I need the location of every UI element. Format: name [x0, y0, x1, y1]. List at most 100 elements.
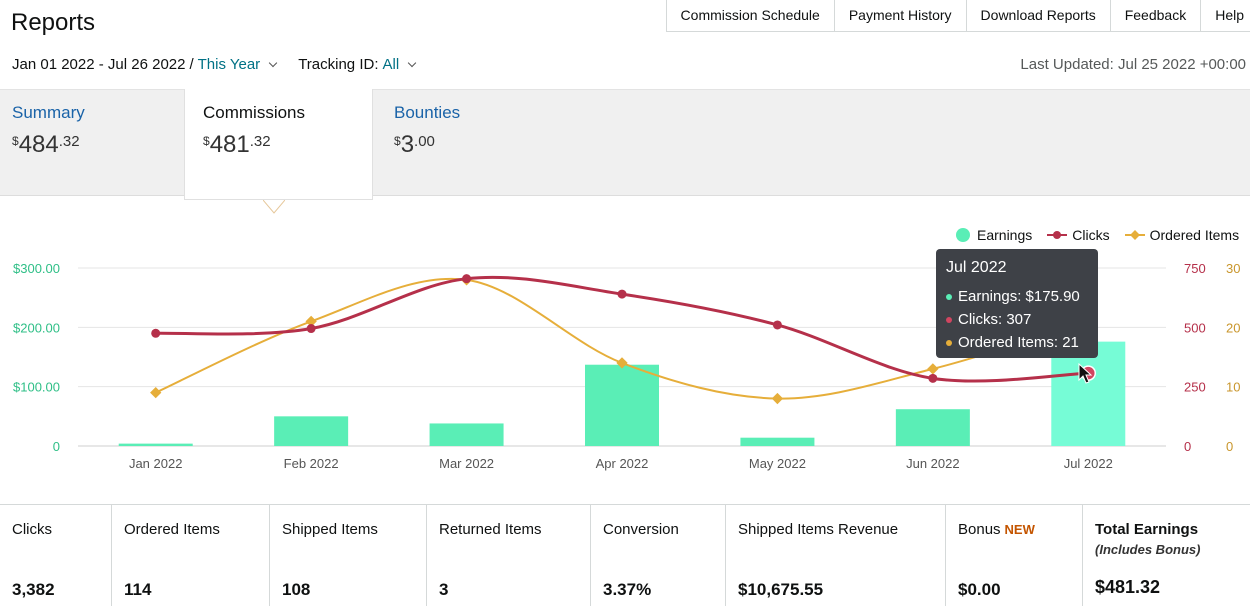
- clicks-point: [772, 320, 782, 330]
- ordered-items-point: [616, 357, 628, 369]
- stat-label: Bonus NEW: [958, 521, 1070, 538]
- x-axis-label: Jan 2022: [129, 456, 183, 471]
- nav-commission-schedule[interactable]: Commission Schedule: [667, 0, 835, 31]
- x-axis-label: Jun 2022: [906, 456, 960, 471]
- earnings-bar: [895, 409, 970, 446]
- stat-value: 3,382: [12, 580, 55, 599]
- x-axis-label: Mar 2022: [439, 456, 494, 471]
- stat-returned-items: Returned Items 3: [427, 505, 591, 606]
- stat-label: Returned Items: [439, 521, 542, 538]
- page-title: Reports: [11, 9, 96, 36]
- date-separator: /: [189, 56, 194, 73]
- right2-axis-tick: 20: [1226, 320, 1240, 335]
- tab-summary[interactable]: Summary $484.32: [0, 89, 184, 200]
- stat-value: 3.37%: [603, 580, 652, 599]
- period-dropdown[interactable]: This Year: [197, 56, 261, 73]
- x-axis-label: May 2022: [749, 456, 806, 471]
- right2-axis-tick: 30: [1226, 261, 1240, 276]
- right2-axis-tick: 10: [1226, 380, 1240, 395]
- tab-label[interactable]: Summary: [12, 103, 85, 122]
- tooltip-row-ordered: Ordered Items: 21: [946, 331, 1088, 354]
- top-nav: Commission Schedule Payment History Down…: [665, 0, 1250, 32]
- tab-label[interactable]: Bounties: [394, 103, 461, 122]
- tracking-dropdown[interactable]: All: [382, 56, 400, 73]
- stat-clicks: Clicks 3,382: [0, 505, 112, 606]
- ordered-line-icon: [1124, 230, 1145, 240]
- amount-whole: 481: [209, 131, 250, 158]
- ordered-items-point: [927, 363, 939, 375]
- legend-label: Clicks: [1072, 227, 1110, 243]
- currency-symbol: $: [394, 134, 401, 148]
- x-axis-label: Jul 2022: [1064, 456, 1113, 471]
- tooltip-clicks: Clicks: 307: [958, 311, 1032, 328]
- earnings-bar: [118, 443, 193, 446]
- left-axis-tick: $200.00: [13, 320, 60, 335]
- earnings-bar: [585, 364, 659, 446]
- stat-label: Ordered Items: [124, 521, 220, 538]
- nav-feedback[interactable]: Feedback: [1111, 0, 1202, 31]
- tab-label[interactable]: Commissions: [203, 103, 306, 122]
- tab-value: $481.32: [203, 131, 360, 159]
- right2-axis-tick: 0: [1226, 439, 1233, 454]
- clicks-point: [617, 289, 627, 299]
- clicks-point: [306, 324, 316, 334]
- stat-ordered-items: Ordered Items 114: [112, 505, 270, 606]
- stat-total-earnings: Total Earnings (Includes Bonus) $481.32: [1083, 505, 1250, 606]
- legend-clicks[interactable]: Clicks: [1047, 227, 1110, 243]
- right-axis-tick: 0: [1184, 439, 1191, 454]
- tooltip-earnings: Earnings: $175.90: [958, 288, 1080, 305]
- chart-legend: Earnings Clicks Ordered Items: [955, 227, 1239, 243]
- chevron-down-icon[interactable]: [268, 58, 278, 67]
- left-axis-tick: $100.00: [13, 380, 60, 395]
- filter-row: Jan 01 2022 - Jul 26 2022 / This Year Tr…: [12, 56, 427, 73]
- tab-value: $3.00: [394, 131, 550, 159]
- left-axis-tick: 0: [53, 439, 60, 454]
- stat-label-text: Bonus: [958, 521, 1001, 538]
- legend-ordered-items[interactable]: Ordered Items: [1124, 227, 1240, 243]
- right-axis-tick: 750: [1184, 261, 1206, 276]
- stat-value: $0.00: [958, 580, 1001, 599]
- earnings-bar: [740, 437, 815, 446]
- stat-label: Shipped Items Revenue: [738, 521, 899, 538]
- tab-bounties[interactable]: Bounties $3.00: [382, 89, 562, 200]
- nav-help[interactable]: Help: [1215, 7, 1244, 23]
- tooltip-row-clicks: Clicks: 307: [946, 308, 1088, 331]
- clicks-dot-icon: [946, 316, 952, 323]
- right-axis-tick: 250: [1184, 380, 1206, 395]
- stat-value: 114: [124, 580, 152, 599]
- ordered-dot-icon: [946, 339, 952, 346]
- active-tab-caret-icon: [263, 200, 285, 214]
- nav-payment-history[interactable]: Payment History: [835, 0, 967, 31]
- x-axis-label: Apr 2022: [596, 456, 649, 471]
- amount-cents: .32: [58, 133, 80, 150]
- amount-whole: 3: [400, 131, 415, 158]
- clicks-line-icon: [1047, 231, 1068, 239]
- clicks-point: [462, 274, 472, 284]
- nav-download-reports[interactable]: Download Reports: [967, 0, 1111, 31]
- currency-symbol: $: [12, 134, 19, 148]
- new-badge: NEW: [1004, 522, 1035, 537]
- legend-label: Earnings: [977, 227, 1033, 243]
- mouse-cursor-icon: [1078, 363, 1093, 384]
- stat-label: Total Earnings: [1095, 521, 1199, 538]
- stat-bonus: Bonus NEW $0.00: [946, 505, 1083, 606]
- date-range: Jan 01 2022 - Jul 26 2022: [12, 56, 186, 73]
- left-axis-tick: $300.00: [13, 261, 60, 276]
- chevron-down-icon[interactable]: [407, 58, 417, 67]
- stat-value: $481.32: [1095, 577, 1161, 597]
- amount-cents: .32: [249, 133, 271, 150]
- last-updated: Last Updated: Jul 25 2022 +00:00: [1020, 56, 1246, 73]
- stats-bar: Clicks 3,382 Ordered Items 114 Shipped I…: [0, 504, 1250, 606]
- legend-earnings[interactable]: Earnings: [955, 227, 1032, 243]
- stat-value: 108: [282, 580, 311, 599]
- stat-conversion: Conversion 3.37%: [591, 505, 726, 606]
- tab-value: $484.32: [12, 131, 172, 159]
- tab-commissions[interactable]: Commissions $481.32: [184, 89, 373, 200]
- amount-cents: .00: [414, 133, 435, 150]
- legend-label: Ordered Items: [1149, 227, 1240, 243]
- earnings-bar: [274, 416, 349, 446]
- stat-value: 3: [439, 580, 449, 599]
- earnings-bar: [429, 423, 504, 446]
- ordered-items-point: [150, 386, 162, 399]
- currency-symbol: $: [203, 134, 210, 148]
